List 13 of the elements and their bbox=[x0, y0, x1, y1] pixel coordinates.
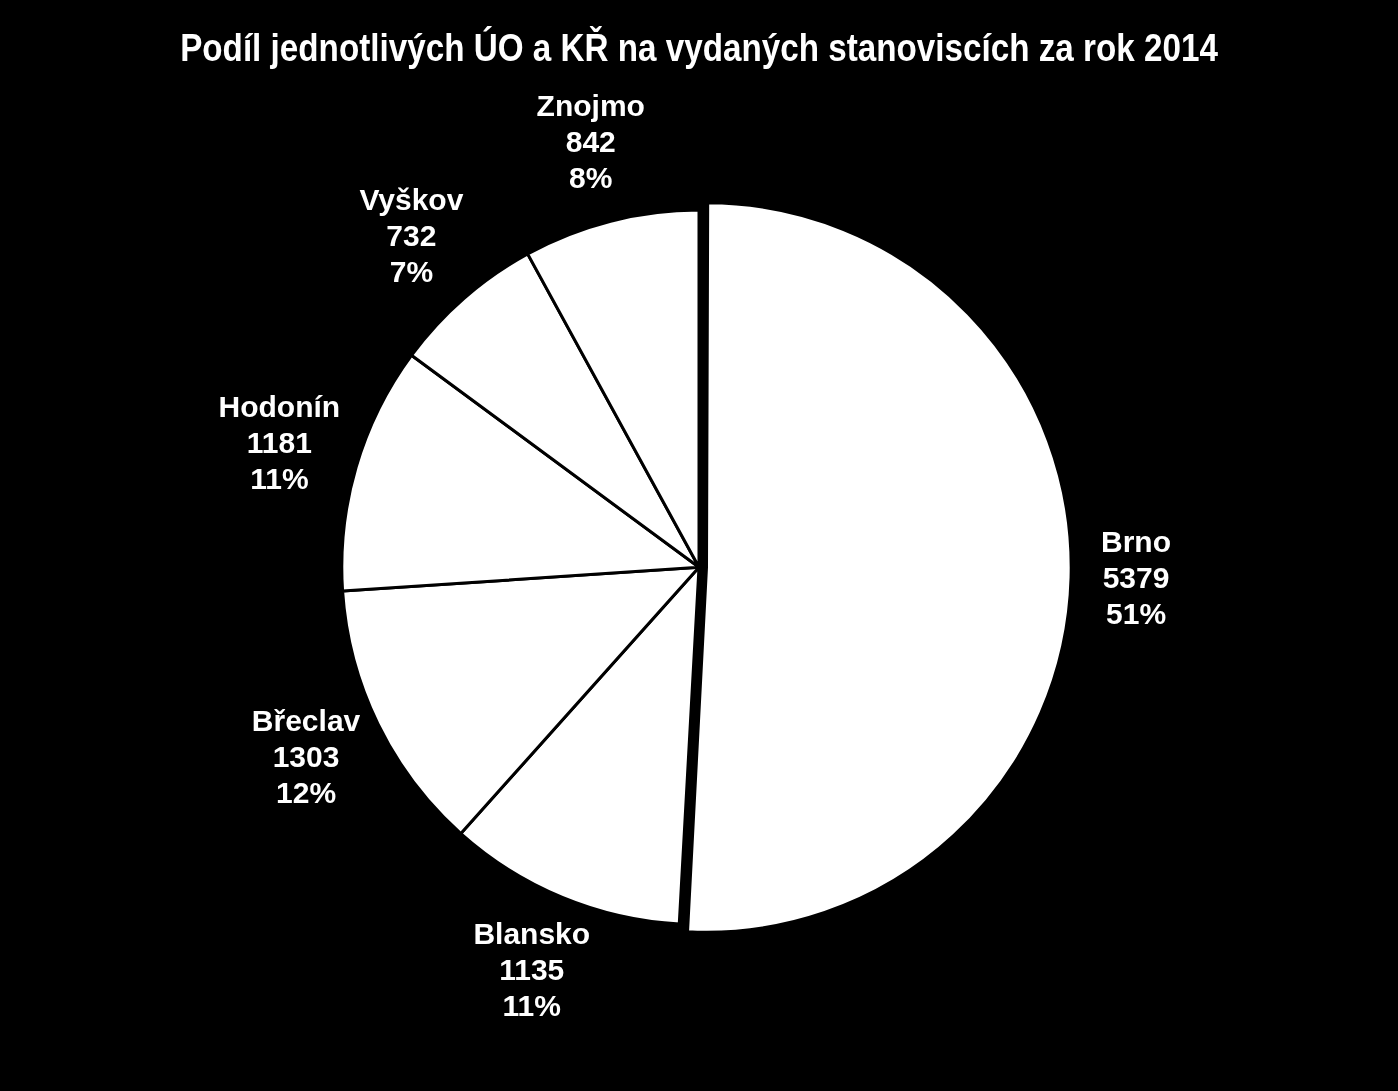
slice-label: Znojmo bbox=[536, 88, 645, 122]
data-label: 842 8% bbox=[565, 124, 616, 194]
data-label: 1303 12% bbox=[272, 740, 340, 810]
slice-label: Blansko bbox=[473, 916, 591, 950]
slice-label: Vyškov bbox=[359, 183, 464, 217]
data-label: 1181 11% bbox=[246, 425, 312, 495]
slice-label: Hodonín bbox=[218, 389, 341, 423]
slice-label: Břeclav bbox=[251, 704, 361, 738]
data-label: 5379 51% bbox=[1102, 560, 1170, 630]
chart-title: Podíl jednotlivých ÚO a KŘ na vydaných stanoviscích za rok 2014 bbox=[180, 27, 1219, 70]
slice-label: Brno bbox=[1101, 524, 1172, 558]
data-label: 1135 11% bbox=[499, 952, 565, 1022]
data-label: 732 7% bbox=[386, 219, 437, 289]
